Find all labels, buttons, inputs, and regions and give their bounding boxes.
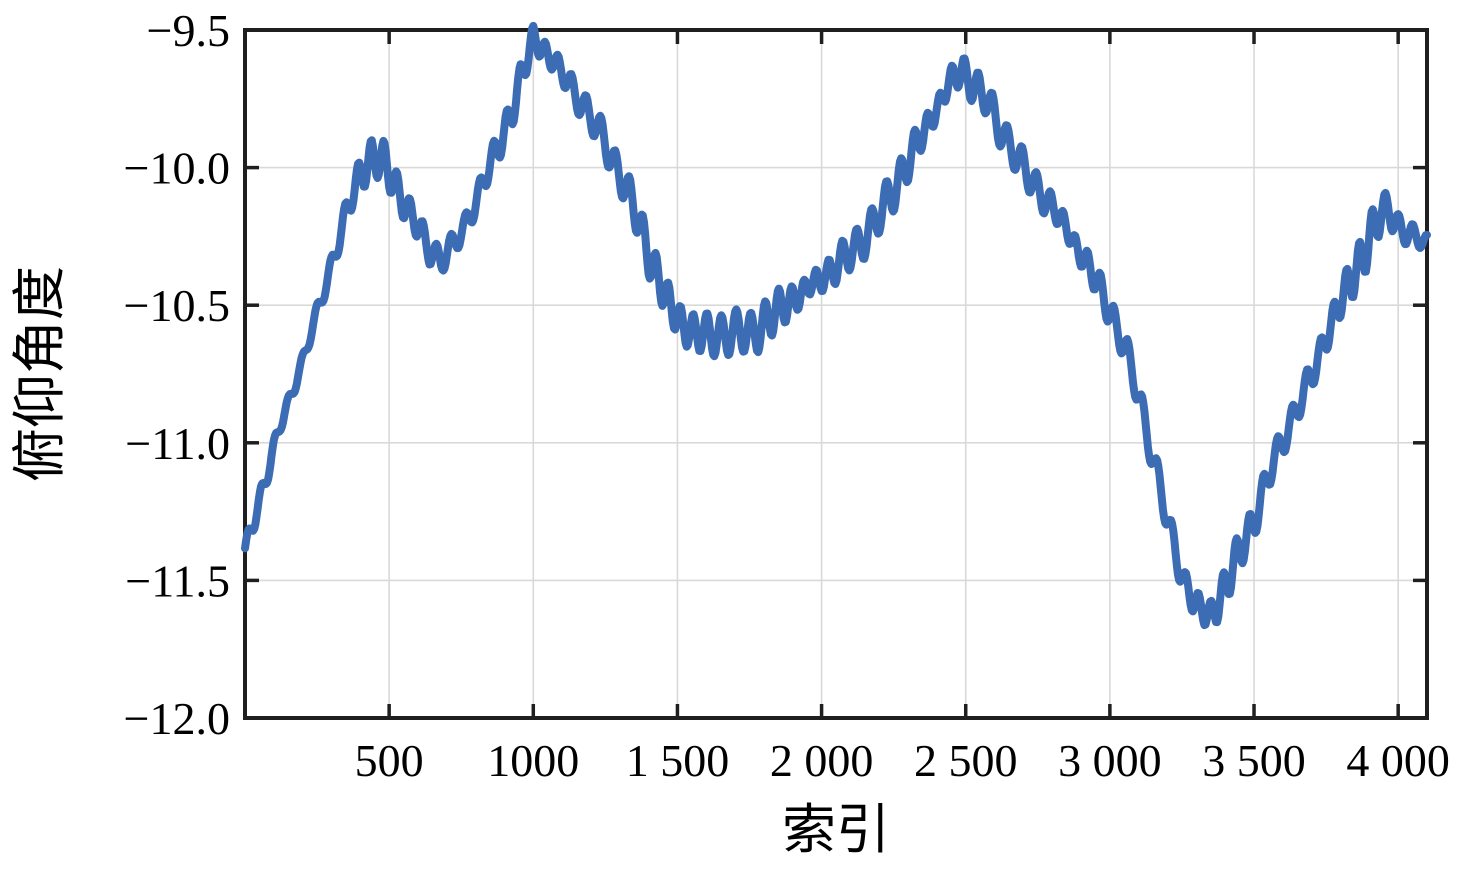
y-tick-label: −11.5 [125,555,230,606]
x-tick-label: 1000 [487,735,579,786]
x-tick-label: 1 500 [626,735,730,786]
plot-border [243,28,1429,720]
y-tick-label: −11.0 [125,418,230,469]
y-axis-label: 俯仰角度 [10,266,70,482]
x-tick-label: 500 [355,735,424,786]
y-axis-tick-labels: −12.0 −11.5 −11.0 −10.5 −10.0 −9.5 [124,5,230,744]
x-tick-label: 3 500 [1202,735,1306,786]
x-tick-label: 3 000 [1058,735,1162,786]
grid-lines [245,30,1427,718]
y-tick-label: −9.5 [147,5,230,56]
y-tick-label: −10.0 [124,143,230,194]
x-tick-label: 2 500 [914,735,1018,786]
pitch-angle-series-line [241,21,1431,630]
x-tick-label: 2 000 [770,735,874,786]
y-tick-label: −12.0 [124,693,230,744]
tick-marks [245,30,1427,718]
y-tick-label: −10.5 [124,280,230,331]
x-axis-tick-labels: 500 1000 1 500 2 000 2 500 3 000 3 500 4 000 [355,735,1450,786]
x-axis-label: 索引 [782,800,890,860]
x-tick-label: 4 000 [1346,735,1450,786]
